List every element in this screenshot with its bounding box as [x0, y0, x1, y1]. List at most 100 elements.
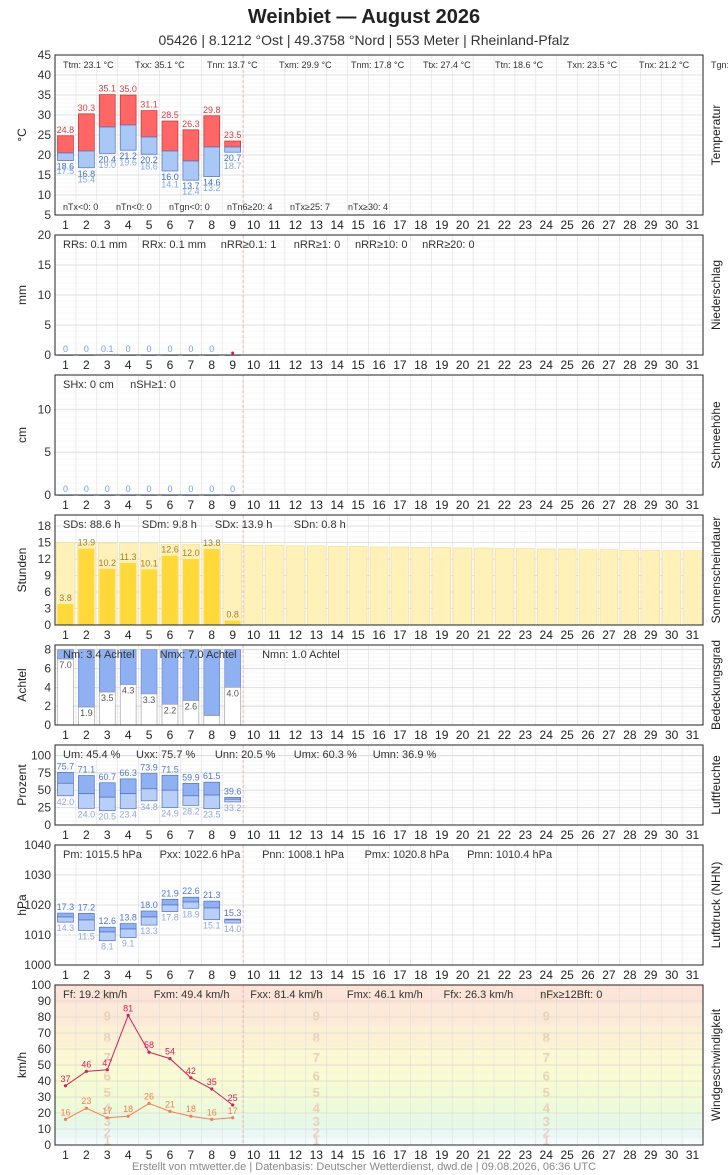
x-tick-label: 24 [540, 218, 554, 232]
stat-label: Unn: 20.5 % [215, 749, 276, 761]
x-tick-label: 26 [581, 968, 595, 982]
beaufort-label: 9 [313, 1008, 320, 1023]
x-tick-label: 12 [289, 968, 303, 982]
y-tick-label: 12 [38, 552, 52, 566]
x-tick-label: 17 [393, 968, 407, 982]
x-tick-label: 23 [519, 1148, 533, 1162]
wind-label: 17 [102, 1106, 112, 1116]
x-tick-label: 25 [560, 1148, 574, 1162]
x-tick-label: 20 [456, 728, 470, 742]
x-tick-label: 9 [229, 728, 236, 742]
x-tick-label: 13 [310, 218, 324, 232]
stat-label: SDn: 0.8 h [294, 519, 346, 531]
x-tick-label: 16 [372, 358, 386, 372]
x-tick-label: 13 [310, 728, 324, 742]
x-tick-label: 12 [289, 728, 303, 742]
x-tick-label: 14 [331, 968, 345, 982]
beaufort-label: 3 [543, 1114, 550, 1129]
cloud-label: 4.3 [122, 686, 135, 696]
x-tick-label: 1 [62, 498, 69, 512]
chart-header: Weinbiet — August 2026 05426 | 8.1212 °O… [0, 0, 728, 50]
x-tick-label: 27 [602, 728, 616, 742]
wind-point [84, 1069, 88, 1073]
cloud-label: 4.0 [226, 688, 239, 698]
wind-label: 16 [60, 1107, 70, 1117]
x-tick-label: 13 [310, 358, 324, 372]
wind-point [168, 1057, 172, 1061]
y-tick-label: 35 [38, 88, 52, 102]
value-label: 0.1 [101, 344, 114, 354]
min-label: 24.0 [78, 809, 96, 819]
x-tick-label: 21 [477, 628, 491, 642]
temp-max-bar [140, 110, 158, 138]
stat-label: Tgn: 12.4 °C [711, 60, 728, 70]
sun-potential-bar [557, 548, 577, 626]
stat-label: nTx≥30: 4 [348, 202, 388, 212]
wind-point [210, 1087, 214, 1091]
x-tick-label: 14 [331, 628, 345, 642]
x-tick-label: 15 [351, 828, 365, 842]
panel-title: Niederschlag [709, 260, 723, 330]
value-label: 0 [188, 484, 193, 494]
luftfeuchte-upper-bar [203, 781, 221, 796]
wind-label: 37 [60, 1074, 70, 1084]
x-tick-label: 20 [456, 498, 470, 512]
x-tick-label: 14 [331, 1148, 345, 1162]
x-tick-label: 4 [125, 728, 132, 742]
x-tick-label: 31 [686, 628, 700, 642]
x-tick-label: 4 [125, 628, 132, 642]
y-axis-label: hPa [15, 894, 29, 916]
x-tick-label: 24 [540, 628, 554, 642]
sunshine-label: 10.2 [98, 558, 116, 568]
wind-label: 17 [228, 1106, 238, 1116]
x-tick-label: 7 [188, 968, 195, 982]
x-tick-label: 30 [665, 498, 679, 512]
wind-label: 18 [123, 1104, 133, 1114]
y-tick-label: 50 [38, 1058, 52, 1072]
beaufort-label: 2 [104, 1125, 111, 1140]
beaufort-band [55, 1084, 703, 1101]
stat-label: Pm: 1015.5 hPa [63, 849, 143, 861]
luftdruck-upper-bar [182, 896, 200, 903]
x-tick-label: 4 [125, 968, 132, 982]
sunshine-bar [162, 555, 178, 625]
beaufort-label: 1 [104, 1133, 111, 1148]
max-label: 21.3 [203, 890, 221, 900]
plot-frame [54, 54, 704, 216]
temp-max-label: 26.3 [182, 119, 200, 129]
stat-label: Tnn: 13.7 °C [207, 60, 258, 70]
x-tick-label: 7 [188, 628, 195, 642]
x-tick-label: 25 [560, 728, 574, 742]
stat-label: SDx: 13.9 h [215, 519, 272, 531]
x-tick-label: 3 [104, 728, 111, 742]
stat-label: Fxm: 49.4 km/h [154, 989, 230, 1001]
y-axis-label: cm [15, 427, 29, 443]
cloud-label: 2.2 [164, 705, 177, 715]
x-tick-label: 31 [686, 358, 700, 372]
temp-max-bar [182, 129, 200, 162]
x-tick-label: 9 [229, 1148, 236, 1162]
luftfeuchte-lower-bar [119, 793, 137, 810]
wind-label: 16 [207, 1107, 217, 1117]
stat-label: SDm: 9.8 h [142, 519, 197, 531]
x-tick-label: 19 [435, 628, 449, 642]
min-label: 33.2 [224, 803, 242, 813]
wind-label: 35 [207, 1077, 217, 1087]
x-tick-label: 30 [665, 1148, 679, 1162]
luftfeuchte-lower-bar [224, 798, 241, 803]
wind-label: 23 [81, 1096, 91, 1106]
x-tick-label: 5 [146, 358, 153, 372]
beaufort-label: 5 [104, 1085, 111, 1100]
sun-potential-bar [662, 550, 681, 626]
temp-max-bar [203, 115, 221, 148]
wind-label: 21 [165, 1099, 175, 1109]
sun-potential-bar [244, 544, 263, 626]
x-tick-label: 5 [146, 1148, 153, 1162]
x-tick-label: 17 [393, 728, 407, 742]
x-tick-label: 30 [665, 968, 679, 982]
x-tick-label: 21 [477, 728, 491, 742]
x-tick-label: 1 [62, 728, 69, 742]
stat-label: RRs: 0.1 mm [63, 239, 127, 251]
stat-label: SHx: 0 cm [63, 379, 114, 391]
